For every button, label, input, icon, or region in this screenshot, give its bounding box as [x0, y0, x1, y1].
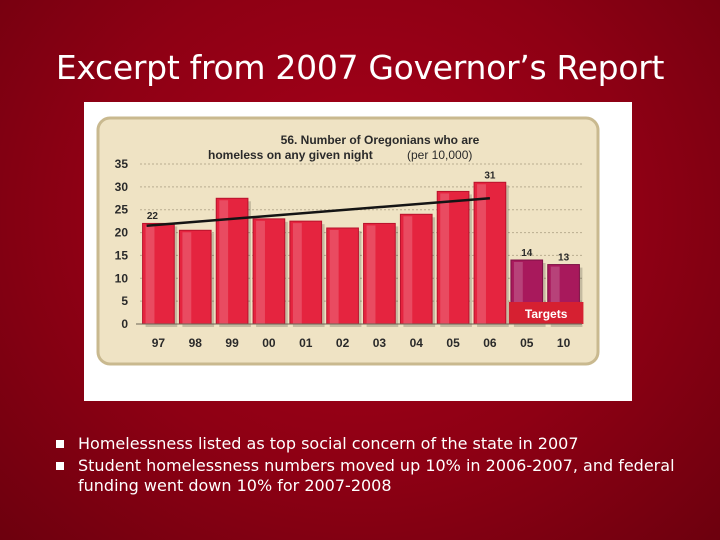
bar-highlight	[256, 220, 265, 324]
bar-chart: 56. Number of Oregonians who arehomeless…	[96, 116, 600, 366]
bar	[326, 227, 359, 325]
bar-highlight	[219, 200, 229, 324]
y-tick-label: 35	[115, 157, 129, 171]
bar	[473, 181, 507, 325]
y-tick-label: 0	[121, 317, 128, 331]
bar-highlight	[477, 184, 486, 324]
y-tick-label: 5	[121, 294, 128, 308]
bar-highlight	[440, 193, 450, 324]
bullet-item: Student homelessness numbers moved up 10…	[56, 456, 696, 496]
bar-highlight	[145, 225, 155, 324]
bullet-text: Student homelessness numbers moved up 10…	[78, 456, 675, 495]
bar	[289, 220, 323, 325]
x-tick-label: 05	[520, 336, 534, 350]
bar	[436, 190, 470, 325]
data-label: 31	[484, 170, 496, 181]
data-label: 22	[147, 211, 159, 222]
bar-highlight	[329, 230, 339, 324]
targets-box	[508, 302, 584, 324]
data-label: 14	[521, 248, 533, 259]
y-tick-label: 30	[115, 180, 129, 194]
data-label: 13	[558, 253, 570, 264]
x-tick-label: 97	[152, 336, 166, 350]
bar	[142, 222, 175, 325]
y-tick-label: 10	[115, 271, 129, 285]
bar	[178, 229, 212, 325]
slide-title: Excerpt from 2007 Governor’s Report	[55, 48, 665, 87]
bar-highlight	[403, 216, 413, 324]
x-tick-label: 01	[299, 336, 313, 350]
chart-title-line: 56. Number of Oregonians who are	[281, 133, 480, 147]
bar-highlight	[292, 223, 302, 324]
y-tick-label: 25	[115, 203, 129, 217]
bullet-text: Homelessness listed as top social concer…	[78, 434, 579, 453]
x-tick-label: 10	[557, 336, 571, 350]
bar-highlight	[182, 232, 192, 324]
bullet-list: Homelessness listed as top social concer…	[56, 434, 696, 498]
y-tick-label: 20	[115, 226, 129, 240]
y-tick-label: 15	[115, 248, 129, 262]
x-tick-label: 02	[336, 336, 350, 350]
trend-line	[146, 197, 491, 227]
chart-panel: 56. Number of Oregonians who are homeless…	[84, 102, 632, 401]
bar-highlight	[366, 225, 376, 324]
x-tick-label: 00	[262, 336, 276, 350]
x-tick-label: 05	[446, 336, 460, 350]
x-tick-label: 06	[483, 336, 497, 350]
chart-title-line: homeless on any given night	[208, 148, 373, 162]
x-tick-label: 99	[225, 336, 239, 350]
bar-highlight	[513, 262, 523, 324]
bar	[363, 222, 396, 325]
x-tick-label: 04	[410, 336, 424, 350]
x-tick-label: 98	[189, 336, 203, 350]
square-bullet-icon	[56, 462, 64, 470]
bar	[252, 218, 286, 325]
chart-subtitle: (per 10,000)	[407, 148, 472, 162]
bullet-item: Homelessness listed as top social concer…	[56, 434, 696, 454]
bar	[399, 213, 433, 325]
square-bullet-icon	[56, 440, 64, 448]
targets-label: Targets	[525, 307, 568, 321]
bar-highlight	[550, 266, 560, 324]
x-tick-label: 03	[373, 336, 387, 350]
